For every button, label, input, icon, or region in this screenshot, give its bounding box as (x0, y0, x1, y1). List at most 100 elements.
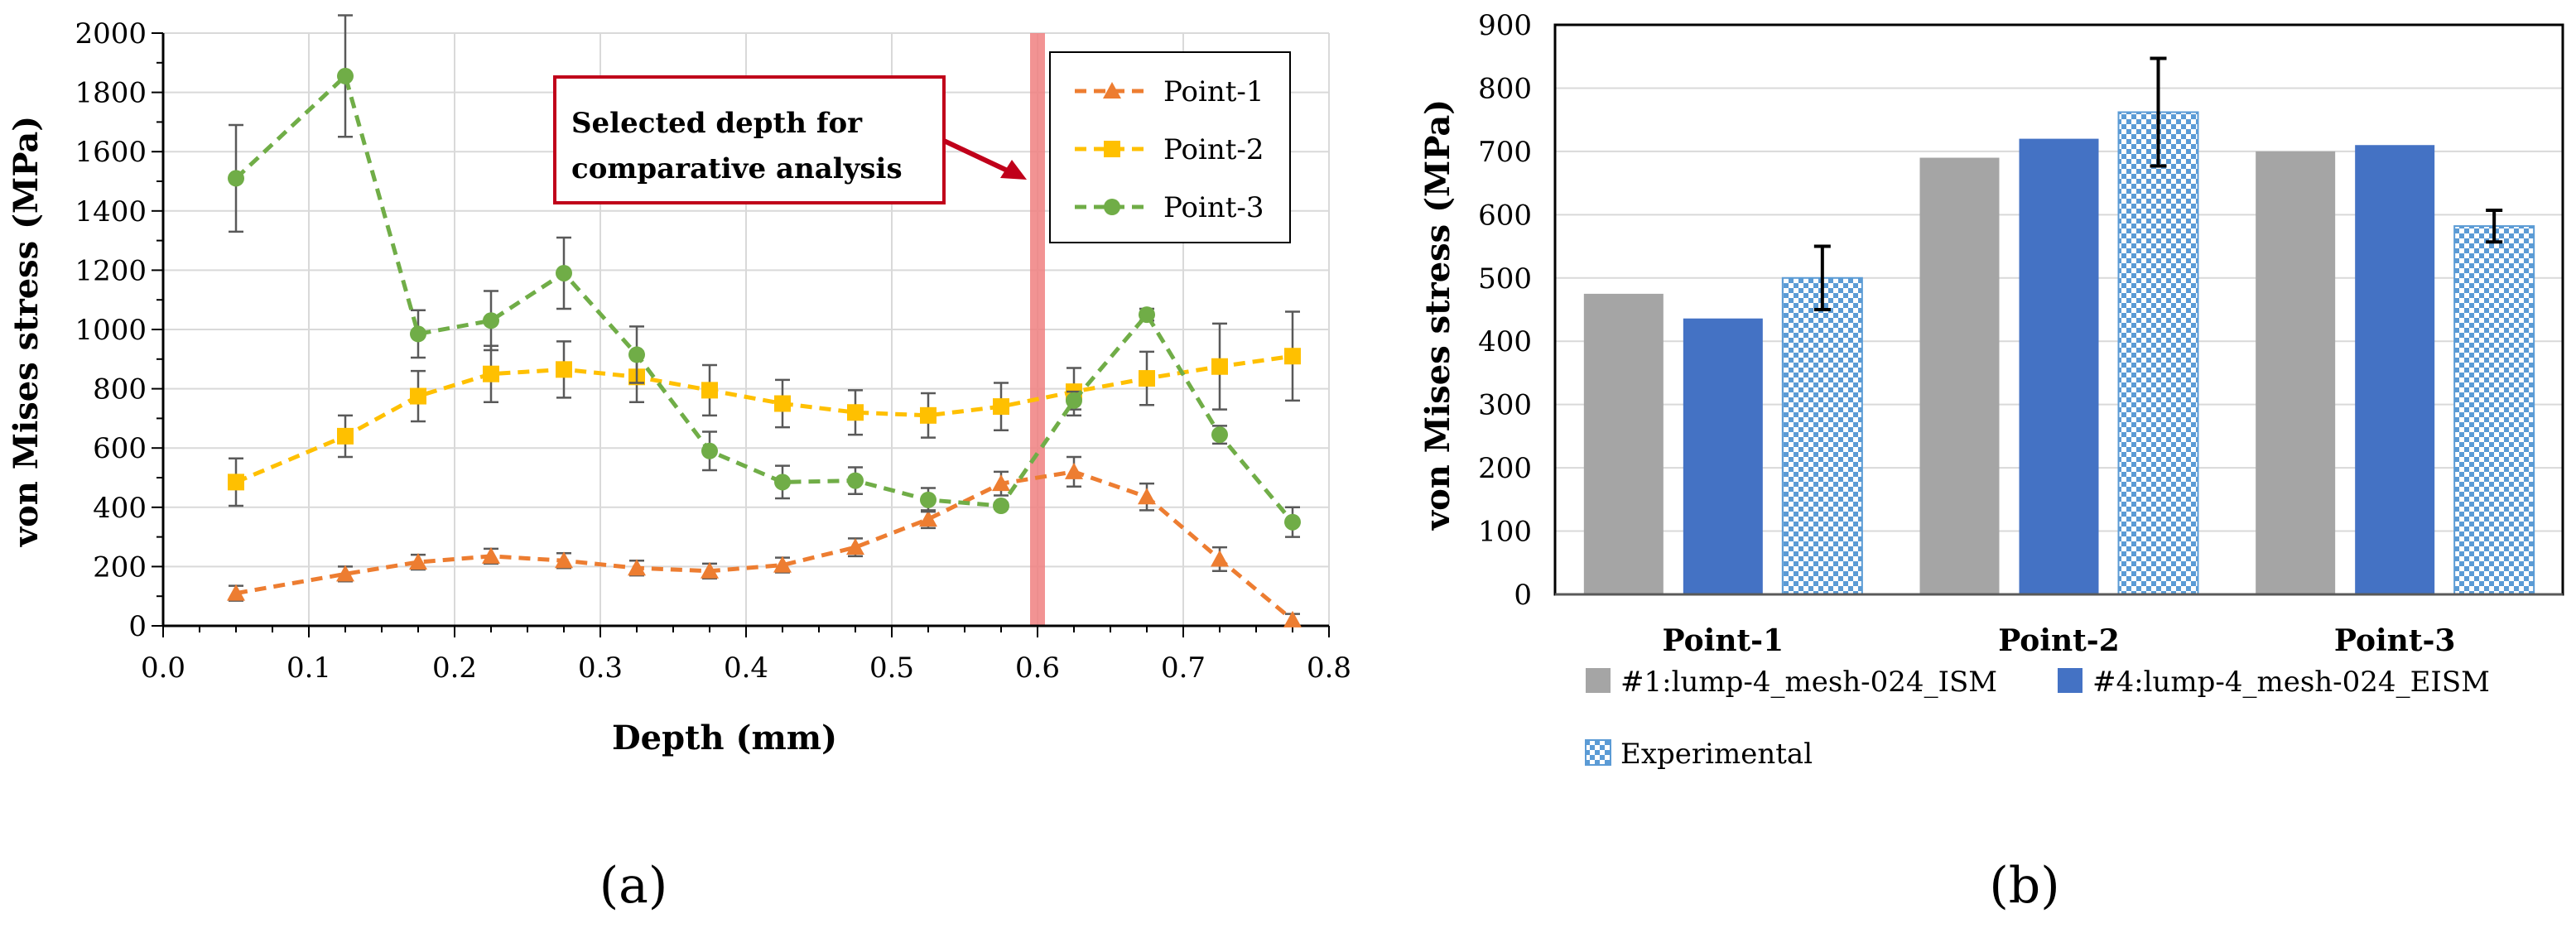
b-bar-Point-1-0 (1583, 293, 1664, 594)
b-legend: #1:lump-4_mesh-024_ISM #4:lump-4_mesh-024… (1585, 666, 2490, 771)
a-x-tick-label: 0.5 (869, 652, 914, 685)
a-data-point (1284, 348, 1301, 365)
a-data-point (628, 346, 645, 363)
a-legend-marker (1104, 141, 1120, 157)
a-data-point (920, 406, 937, 424)
a-legend-box (1049, 51, 1291, 243)
a-data-point (1066, 392, 1082, 409)
b-legend-swatch (1585, 739, 1611, 766)
a-data-point (1211, 550, 1229, 567)
a-y-tick-label: 800 (93, 373, 147, 406)
a-x-tick-label: 0.7 (1161, 652, 1206, 685)
b-y-tick-label: 200 (1478, 452, 1532, 485)
b-legend-swatch (2058, 668, 2082, 693)
a-data-point (628, 559, 646, 576)
b-bar-Point-2-2 (2117, 111, 2199, 595)
a-data-point (1283, 610, 1302, 627)
a-data-point (847, 472, 864, 489)
b-y-tick-label: 0 (1514, 579, 1532, 612)
a-y-tick-label: 1800 (75, 77, 147, 110)
a-data-point (1211, 358, 1228, 375)
b-bar-Point-1-2 (1781, 276, 1863, 595)
a-legend-label: Point-2 (1163, 133, 1264, 166)
a-y-tick-label: 200 (93, 551, 147, 584)
a-x-tick-label: 0.2 (432, 652, 477, 685)
a-data-point (919, 510, 937, 527)
a-data-point (847, 404, 864, 421)
a-legend-label: Point-3 (1163, 191, 1264, 224)
a-data-point (774, 395, 791, 412)
a-y-tick-label: 400 (93, 492, 147, 525)
a-data-point (992, 474, 1010, 492)
a-data-point (337, 67, 354, 84)
a-y-tick-label: 1600 (75, 136, 147, 169)
a-highlight-band (1030, 33, 1045, 626)
a-annotation-box (553, 75, 946, 204)
b-y-tick-label: 900 (1478, 9, 1532, 42)
a-y-tick-label: 1000 (75, 314, 147, 347)
b-legend-label: Experimental (1620, 738, 1813, 771)
b-bar-Point-3-1 (2355, 145, 2435, 594)
a-x-tick-labels: 0.0 0.1 0.2 0.3 0.4 0.5 0.6 0.7 0.8 (141, 652, 1351, 685)
a-y-axis-label: von Mises stress (MPa) (7, 116, 46, 547)
a-data-point (556, 264, 572, 281)
a-y-tick-label: 0 (128, 610, 147, 643)
a-x-tick-label: 0.0 (141, 652, 185, 685)
a-data-point (774, 474, 791, 491)
a-y-tick-label: 600 (93, 432, 147, 465)
a-data-point (556, 361, 572, 378)
b-y-tick-label: 500 (1478, 262, 1532, 296)
a-series-line (235, 353, 1293, 484)
a-axes (152, 32, 1330, 637)
b-y-tick-label: 700 (1478, 136, 1532, 169)
a-x-tick-label: 0.3 (578, 652, 623, 685)
a-data-point (701, 561, 719, 579)
a-data-point (227, 584, 245, 601)
a-y-tick-label: 1400 (75, 195, 147, 228)
b-bars (1583, 56, 2535, 595)
b-legend-label: #1:lump-4_mesh-024_ISM (1620, 666, 1997, 699)
a-data-point (1065, 462, 1083, 479)
a-y-tick-label: 1200 (75, 254, 147, 287)
a-data-point (483, 365, 499, 382)
a-data-point (701, 382, 718, 399)
a-annotation-arrow (942, 138, 1016, 176)
a-series-line (235, 469, 1294, 622)
a-series (227, 14, 1302, 627)
a-data-point (773, 555, 792, 573)
a-annotation-arrowhead (1000, 160, 1027, 180)
a-series-line (234, 72, 1294, 524)
b-axes (1553, 23, 2564, 596)
b-bar-Point-1-1 (1683, 318, 1763, 594)
a-legend-marker (1104, 199, 1120, 215)
a-data-point (993, 498, 1009, 515)
a-y-tick-labels: 0 200 400 600 800 1000 1200 1400 1600 1800 2000 (75, 17, 147, 643)
a-data-point (1211, 426, 1228, 444)
b-y-tick-label: 300 (1478, 389, 1532, 422)
chart-a: 0.0 0.1 0.2 0.3 0.4 0.5 0.6 0.7 0.8 0 200 400 600 80… (7, 14, 1351, 915)
a-data-point (410, 387, 426, 405)
a-x-tick-label: 0.6 (1015, 652, 1060, 685)
a-data-point (409, 553, 427, 570)
a-legend-label: Point-1 (1163, 75, 1264, 108)
a-annotation-line-2: comparative analysis (571, 152, 903, 185)
a-x-tick-label: 0.8 (1307, 652, 1351, 685)
b-bar-Point-3-0 (2256, 151, 2336, 594)
a-data-point (228, 170, 244, 187)
b-panel-label: (b) (1989, 857, 2059, 915)
a-selected-depth-band (1030, 33, 1045, 626)
a-data-point (1139, 370, 1155, 387)
a-y-tick-label: 2000 (75, 17, 147, 50)
b-y-tick-label: 600 (1478, 199, 1532, 232)
a-data-point (846, 538, 864, 555)
b-legend-label: #4:lump-4_mesh-024_EISM (2092, 666, 2490, 699)
a-panel-label: (a) (599, 857, 668, 915)
b-category-labels: Point-1 Point-2 Point-3 (1663, 623, 2456, 658)
a-x-axis-label: Depth (mm) (612, 719, 837, 757)
b-bar-Point-2-1 (2019, 138, 2099, 595)
a-data-point (482, 546, 500, 564)
a-series-Point-2 (228, 310, 1301, 507)
a-series-Point-3 (228, 14, 1301, 538)
